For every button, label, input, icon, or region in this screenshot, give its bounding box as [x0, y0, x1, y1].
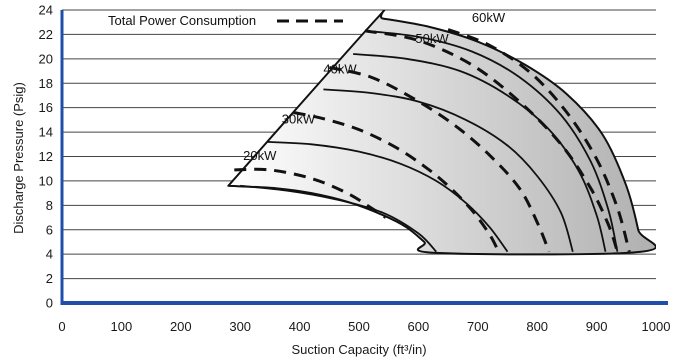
x-axis-title: Suction Capacity (ft³/in): [291, 342, 426, 357]
axes: [60, 10, 668, 305]
y-tick-label: 12: [39, 149, 53, 164]
series-line-60kw-solid: [364, 29, 619, 252]
y-axis-title: Discharge Pressure (Psig): [11, 82, 26, 234]
x-tick-label: 0: [58, 319, 65, 334]
series-label-50kw: 50kW: [415, 31, 449, 46]
y-tick-label: 20: [39, 51, 53, 66]
y-tick-label: 24: [39, 3, 53, 18]
x-tick-label: 900: [586, 319, 608, 334]
x-tick-label: 700: [467, 319, 489, 334]
y-tick-label: 14: [39, 125, 53, 140]
series-label-40kw: 40kW: [323, 61, 357, 76]
series-line-50kw-dashed: [364, 29, 619, 253]
y-tick-label: 6: [46, 222, 53, 237]
legend: Total Power Consumption: [108, 13, 343, 28]
series-line-40kw-dashed: [328, 65, 551, 253]
x-tick-label: 500: [348, 319, 370, 334]
legend-label: Total Power Consumption: [108, 13, 256, 28]
series-label-60kw: 60kW: [472, 10, 506, 25]
y-tick-label: 0: [46, 296, 53, 311]
x-tick-label: 400: [289, 319, 311, 334]
series-line-60kw-dashed: [447, 28, 631, 253]
series-label-20kw: 20kW: [243, 148, 277, 163]
x-tick-label: 200: [170, 319, 192, 334]
series-line-20kw-dashed: [234, 167, 387, 219]
y-tick-label: 22: [39, 27, 53, 42]
y-tick-label: 18: [39, 76, 53, 91]
y-tick-label: 8: [46, 198, 53, 213]
series-label-30kw: 30kW: [282, 112, 316, 127]
series-line-40kw-solid: [323, 88, 574, 252]
power-curves: [234, 28, 631, 253]
y-tick-label: 2: [46, 271, 53, 286]
series-line-20kw-solid: [240, 184, 437, 253]
x-tick-label: 1000: [642, 319, 671, 334]
x-tick-label: 100: [111, 319, 133, 334]
x-tick-label: 800: [526, 319, 548, 334]
y-tick-label: 10: [39, 173, 53, 188]
series-line-30kw-solid: [266, 141, 509, 253]
x-tick-label: 600: [408, 319, 430, 334]
y-tick-label: 16: [39, 100, 53, 115]
x-tick-label: 300: [229, 319, 251, 334]
power-curve-labels: 20kW 30kW 40kW 50kW 60kW: [243, 10, 506, 163]
series-line-30kw-dashed: [293, 111, 500, 253]
y-tick-label: 4: [46, 247, 53, 262]
